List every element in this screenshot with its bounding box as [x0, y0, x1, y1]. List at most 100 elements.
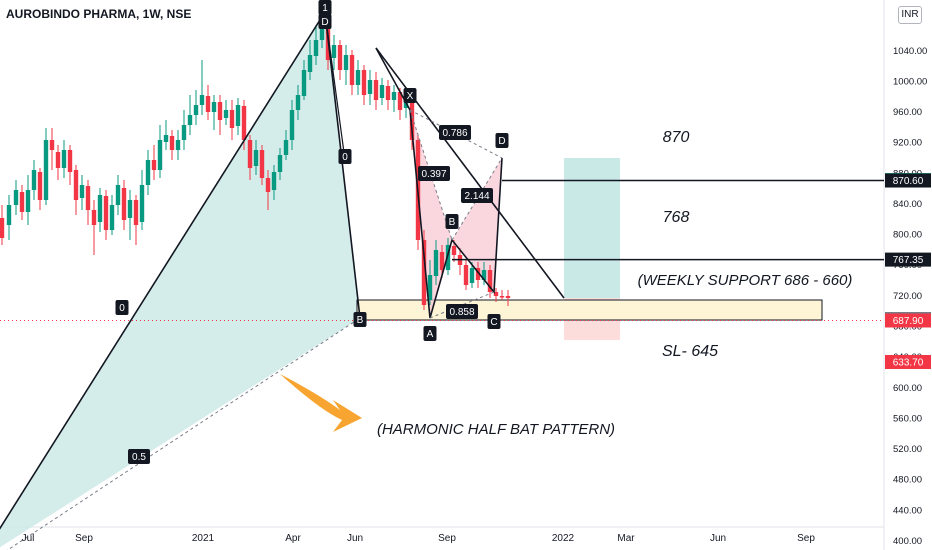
- candle-body: [265, 178, 271, 192]
- candle-body: [463, 265, 469, 285]
- point-x: X: [407, 91, 414, 102]
- candle-body: [421, 240, 427, 305]
- candle-body: [61, 150, 67, 168]
- pattern-title-label: (HARMONIC HALF BAT PATTERN): [377, 421, 615, 438]
- price-tag-bg: [885, 173, 931, 188]
- candle-body: [367, 80, 373, 94]
- point-b: B: [449, 217, 456, 228]
- point-outer-1: 1: [322, 3, 328, 14]
- candle-body: [487, 270, 493, 292]
- ratio-0858: 0.858: [449, 307, 474, 318]
- candle-body: [373, 80, 379, 100]
- y-tick-label: 1000.00: [893, 76, 927, 87]
- candle-body: [451, 246, 457, 255]
- candle-body: [349, 55, 355, 85]
- point-x-bg: [403, 88, 417, 103]
- candle-body: [313, 40, 319, 56]
- target-zone: [564, 158, 620, 298]
- candle-body: [121, 188, 127, 220]
- candle-body: [469, 268, 475, 283]
- point-b-bg: [445, 214, 459, 229]
- candle-body: [133, 200, 139, 225]
- candle-body: [181, 125, 187, 140]
- candle-body: [409, 96, 415, 140]
- candle-body: [97, 195, 103, 222]
- candle-body: [439, 252, 445, 270]
- chart-title: AUROBINDO PHARMA, 1W, NSE: [6, 7, 192, 21]
- candle-body: [211, 102, 217, 112]
- ratio-0858-bg: [446, 304, 478, 319]
- support-label: (WEEKLY SUPPORT 686 - 660): [638, 272, 853, 289]
- candle-body: [391, 92, 397, 100]
- y-tick-label: 840.00: [893, 199, 922, 210]
- point-a: A: [427, 329, 434, 340]
- candle-body: [271, 172, 277, 190]
- y-tick-label: 800.00: [893, 230, 922, 241]
- point-outer-0b-bg: [115, 300, 129, 315]
- price-tag-label: 687.90: [893, 316, 924, 327]
- big-harmonic-fill: [0, 12, 360, 548]
- y-tick-label: 600.00: [893, 383, 922, 394]
- candle-body: [379, 85, 385, 98]
- x-tick-label: 2022: [552, 533, 575, 544]
- currency-button[interactable]: INR: [898, 6, 922, 24]
- candle-body: [6, 205, 12, 225]
- x-tick-label: Jun: [347, 533, 363, 544]
- candle-body: [295, 95, 301, 110]
- point-outer-0-bg: [338, 149, 352, 164]
- big-pattern-leg-d: [324, 11, 346, 161]
- ratio-0397-bg: [418, 166, 450, 181]
- candle-body: [235, 105, 241, 126]
- xd-diagonal: [409, 109, 503, 159]
- candle-body: [115, 185, 121, 205]
- candle-body: [205, 96, 211, 112]
- y-tick-label: 440.00: [893, 505, 922, 516]
- candle-body: [109, 205, 115, 230]
- candle-body: [505, 296, 511, 298]
- point-outer-b: B: [357, 315, 364, 326]
- candle-body: [253, 150, 259, 166]
- candle-body: [127, 200, 133, 218]
- candle-body: [0, 218, 5, 238]
- point-outer-b-bg: [353, 312, 367, 327]
- candle-body: [31, 170, 37, 190]
- price-tag-bg: [885, 313, 931, 328]
- candle-body: [187, 115, 193, 125]
- candle-body: [217, 102, 223, 120]
- candle-body: [163, 135, 169, 142]
- y-tick-label: 520.00: [893, 444, 922, 455]
- candle-body: [283, 140, 289, 155]
- candle-body: [229, 110, 235, 128]
- y-tick-label: 1040.00: [893, 46, 927, 57]
- candle-body: [361, 70, 367, 95]
- y-tick-label: 920.00: [893, 138, 922, 149]
- candle-body: [433, 250, 439, 276]
- point-c: C: [490, 317, 497, 328]
- candle-body: [151, 160, 157, 170]
- ratio-05: 0.5: [132, 452, 146, 463]
- candle-body: [49, 140, 55, 150]
- candle-body: [157, 140, 163, 170]
- candle-body: [37, 172, 43, 200]
- point-outer-d: D: [321, 17, 328, 28]
- candle-body: [277, 155, 283, 172]
- point-outer-0: 0: [342, 152, 348, 163]
- ratio-05-bg: [128, 449, 150, 464]
- candle-body: [289, 110, 295, 140]
- point-a-bg: [423, 326, 437, 341]
- ratio-0786: 0.786: [442, 128, 467, 139]
- ratio-0786-bg: [439, 125, 471, 140]
- candle-body: [385, 86, 391, 100]
- x-tick-label: 2021: [192, 533, 215, 544]
- y-tick-label: 960.00: [893, 107, 922, 118]
- y-tick-label: 400.00: [893, 536, 922, 547]
- label-870: 870: [663, 129, 690, 146]
- candle-body: [193, 105, 199, 115]
- y-tick-label: 560.00: [893, 413, 922, 424]
- candle-body: [91, 210, 97, 225]
- x-tick-label: Sep: [75, 533, 93, 544]
- orange-arrow: [280, 374, 362, 432]
- candle-body: [79, 185, 85, 198]
- point-outer-d-bg: [318, 14, 332, 29]
